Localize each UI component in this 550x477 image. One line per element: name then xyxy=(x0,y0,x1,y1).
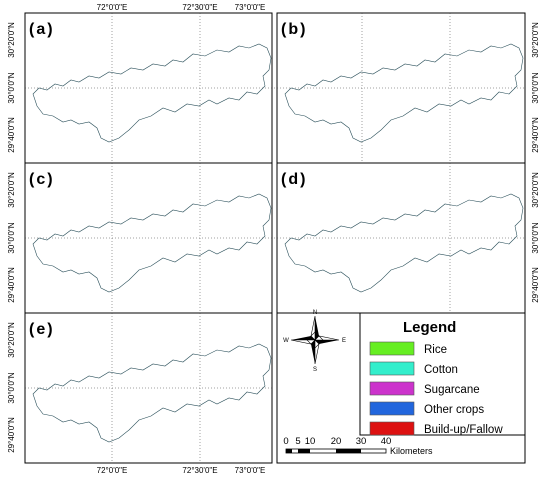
panel-label-d: (d) xyxy=(281,171,307,188)
legend-swatch xyxy=(369,421,415,436)
legend-item-label: Other crops xyxy=(424,404,484,416)
scale-unit-label: Kilometers xyxy=(390,446,433,456)
compass-e-label: E xyxy=(342,338,346,344)
panel-label-a: (a) xyxy=(29,21,55,38)
compass-s-label: S xyxy=(313,367,317,373)
scale-tick-label: 40 xyxy=(381,436,392,447)
legend-item-label: Rice xyxy=(424,344,447,356)
lat-label-left: 30°20'0"N xyxy=(7,172,16,208)
lat-label-left: 30°0'0"N xyxy=(7,222,16,253)
lat-label-left: 30°20'0"N xyxy=(7,322,16,358)
legend-item-label: Cotton xyxy=(424,364,458,376)
scale-bar: 0 5 10 20 30 40 Kilometers xyxy=(283,436,433,456)
scale-tick-label: 0 xyxy=(283,436,288,447)
lat-label-right: 30°0'0"N xyxy=(531,222,540,253)
north-arrow-compass-icon: N S E W xyxy=(283,310,346,373)
top-lon-label: 72°0'0"E xyxy=(97,3,128,12)
legend-title: Legend xyxy=(403,319,456,336)
map-panel-c xyxy=(32,193,272,293)
lat-label-left: 29°40'0"N xyxy=(7,417,16,453)
bottom-lon-label: 72°0'0"E xyxy=(97,466,128,475)
lat-label-right: 29°40'0"N xyxy=(531,267,540,303)
map-panel-b xyxy=(284,43,524,143)
map-panel-d xyxy=(284,193,524,293)
legend: Legend Rice Cotton Sugarcane Other crops Bui… xyxy=(359,312,526,436)
lat-label-right: 30°0'0"N xyxy=(531,72,540,103)
graticule xyxy=(25,13,525,463)
legend-swatch xyxy=(369,341,415,356)
bottom-lon-label: 72°30'0"E xyxy=(182,466,217,475)
scale-tick-label: 30 xyxy=(356,436,367,447)
top-lon-label: 73°0'0"E xyxy=(235,3,266,12)
legend-swatch xyxy=(369,401,415,416)
legend-swatch xyxy=(369,381,415,396)
compass-w-label: W xyxy=(283,338,289,344)
compass-n-label: N xyxy=(313,310,317,316)
lat-label-left: 30°0'0"N xyxy=(7,72,16,103)
lat-label-right: 30°20'0"N xyxy=(531,172,540,208)
panel-label-e: (e) xyxy=(29,321,55,338)
scale-tick-label: 20 xyxy=(331,436,342,447)
legend-item-label: Build-up/Fallow xyxy=(424,424,503,436)
lat-label-left: 29°40'0"N xyxy=(7,267,16,303)
legend-swatch xyxy=(369,361,415,376)
scale-tick-label: 10 xyxy=(305,436,316,447)
panel-label-b: (b) xyxy=(281,21,307,38)
panel-label-c: (c) xyxy=(29,171,55,188)
lat-label-left: 30°20'0"N xyxy=(7,22,16,58)
bottom-lon-label: 73°0'0"E xyxy=(235,466,266,475)
lat-label-left: 29°40'0"N xyxy=(7,117,16,153)
lat-label-right: 29°40'0"N xyxy=(531,117,540,153)
map-panel-a xyxy=(32,43,272,143)
lat-label-left: 30°0'0"N xyxy=(7,372,16,403)
scale-tick-label: 5 xyxy=(295,436,300,447)
top-lon-label: 72°30'0"E xyxy=(182,3,217,12)
legend-item-label: Sugarcane xyxy=(424,384,480,396)
lat-label-right: 30°20'0"N xyxy=(531,22,540,58)
map-panel-e xyxy=(32,343,272,443)
